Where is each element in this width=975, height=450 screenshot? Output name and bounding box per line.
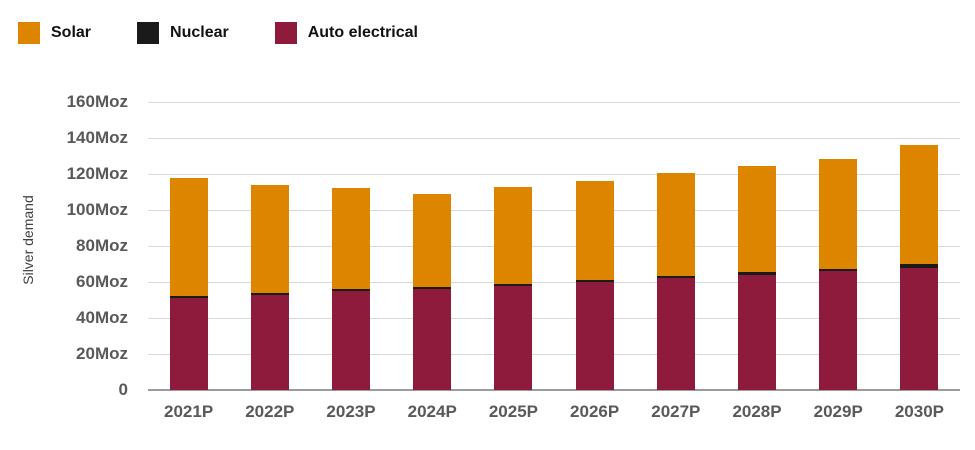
solar-swatch-icon (18, 22, 40, 44)
y-tick-label: 0 (118, 380, 128, 399)
bar-slot (635, 102, 716, 390)
legend-item-auto-electrical: Auto electrical (274, 22, 418, 44)
bar-segment-nuclear (738, 272, 777, 275)
bar-slot (310, 102, 391, 390)
y-tick-label: 20Moz (76, 344, 128, 363)
bar-segment-nuclear (494, 283, 533, 286)
bar-segment-nuclear (575, 280, 614, 282)
x-tick-label: 2029P (813, 402, 863, 421)
x-axis-baseline (148, 389, 960, 391)
bar-slot (554, 102, 635, 390)
bar-segment-auto-electrical (900, 267, 939, 390)
gridline (148, 138, 960, 139)
bar-slot (392, 102, 473, 390)
gridline (148, 282, 960, 283)
bar-segment-nuclear (169, 296, 208, 299)
y-tick-label: 160Moz (66, 92, 128, 111)
bar-segment-nuclear (332, 289, 370, 291)
bar-slot (716, 102, 797, 390)
bar-slot (473, 102, 554, 390)
bar-segment-solar (169, 177, 208, 297)
bar-segment-nuclear (250, 292, 289, 295)
bar-segment-solar (575, 181, 614, 281)
x-tick-label: 2024P (407, 402, 457, 421)
bar-segment-solar (250, 184, 289, 293)
stacked-bar-2022P (250, 184, 289, 390)
x-tick-label: 2028P (732, 402, 782, 421)
legend-label-nuclear: Nuclear (170, 24, 229, 41)
stacked-bar-2028P (738, 165, 777, 390)
x-tick-label: 2027P (651, 402, 701, 421)
bar-slot (229, 102, 310, 390)
bars-container (148, 102, 960, 390)
x-axis-tick-labels: 2021P 2022P 2023P 2024P 2025P 2026P 2027P 2028P… (148, 402, 960, 422)
bar-slot (879, 102, 960, 390)
plot-area (148, 102, 960, 391)
bar-segment-auto-electrical (575, 282, 614, 390)
chart-legend: Solar Nuclear Auto electrical (18, 22, 464, 44)
bar-segment-solar (656, 173, 695, 276)
stacked-bar-2024P (413, 193, 452, 390)
legend-item-solar: Solar (18, 22, 91, 44)
legend-label-solar: Solar (51, 24, 92, 41)
x-tick-label: 2021P (164, 402, 214, 421)
y-axis-tick-labels: 160Moz 140Moz 120Moz 100Moz 80Moz 60Moz 40Moz 2… (0, 92, 138, 399)
bar-slot (148, 102, 229, 390)
bar-segment-auto-electrical (738, 274, 777, 390)
x-tick-label: 2022P (245, 402, 295, 421)
bar-segment-auto-electrical (332, 291, 370, 390)
bar-segment-solar (738, 165, 777, 273)
stacked-bar-2030P (900, 145, 939, 390)
y-tick-label: 100Moz (66, 200, 128, 219)
x-tick-label: 2026P (570, 402, 620, 421)
bar-segment-nuclear (900, 264, 939, 268)
x-tick-label: 2030P (894, 402, 945, 421)
bar-segment-auto-electrical (250, 294, 289, 390)
nuclear-swatch-icon (137, 22, 160, 44)
bar-segment-solar (819, 158, 858, 269)
gridline (148, 174, 960, 175)
stacked-bar-2026P (575, 181, 614, 390)
gridline (148, 210, 960, 211)
bar-segment-solar (494, 186, 533, 284)
bar-segment-auto-electrical (819, 271, 858, 390)
y-tick-label: 120Moz (66, 164, 128, 183)
bar-segment-auto-electrical (494, 285, 533, 390)
gridline (148, 102, 960, 103)
y-tick-label: 140Moz (66, 128, 128, 147)
legend-item-nuclear: Nuclear (137, 22, 229, 44)
bar-segment-auto-electrical (413, 289, 452, 390)
y-tick-label: 60Moz (76, 272, 128, 291)
x-tick-label: 2023P (326, 402, 376, 421)
stacked-bar-2029P (819, 158, 858, 390)
stacked-bar-2027P (656, 173, 695, 390)
auto-electrical-swatch-icon (274, 22, 297, 44)
bar-segment-nuclear (819, 268, 858, 272)
x-tick-label: 2025P (488, 402, 538, 421)
legend-label-auto-electrical: Auto electrical (307, 24, 418, 41)
gridline (148, 354, 960, 355)
gridline (148, 246, 960, 247)
stacked-bar-2025P (494, 186, 533, 390)
bar-segment-nuclear (413, 287, 452, 290)
bar-segment-auto-electrical (169, 298, 208, 390)
bar-segment-nuclear (656, 275, 695, 279)
bar-segment-auto-electrical (656, 278, 695, 390)
bar-segment-solar (900, 145, 939, 265)
bar-slot (798, 102, 879, 390)
stacked-bar-2023P (332, 188, 370, 390)
bar-segment-solar (413, 193, 452, 288)
stacked-bar-2021P (169, 177, 208, 390)
y-tick-label: 40Moz (76, 308, 128, 327)
y-tick-label: 80Moz (76, 236, 128, 255)
gridline (148, 318, 960, 319)
bar-segment-solar (332, 188, 370, 290)
